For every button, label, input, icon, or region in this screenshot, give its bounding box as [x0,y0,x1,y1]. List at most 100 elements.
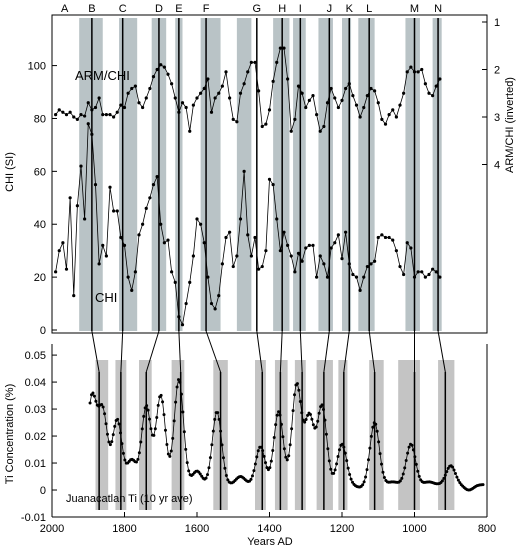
chi-point [141,222,145,226]
ti-point [181,410,185,414]
chi-point [304,246,308,250]
event-label-J: J [327,3,333,15]
ti-point [161,400,165,404]
ti-point [255,455,259,459]
arm-chi-point [315,113,319,117]
ti-point [275,413,279,417]
chi-point [412,275,417,279]
chi-point [311,243,315,247]
ti-point [361,483,365,487]
ti-point [271,448,275,452]
event-label-L: L [366,3,372,15]
arm-chi-point [68,110,72,114]
ti-point [219,429,223,433]
ti-point [317,411,321,415]
ti-point [348,472,352,476]
chi-point [228,230,232,234]
ti-point [326,447,330,451]
chi-point [376,235,380,240]
ti-point [401,472,405,476]
ti-point [103,412,107,416]
ti-point [306,413,310,417]
chi-point [122,243,127,247]
ti-point [404,459,408,463]
ti-point [278,413,282,417]
chi-point [137,233,141,237]
bottom-band-9 [338,360,348,510]
chi-point [162,241,166,245]
ti-point [371,425,375,429]
chi-point [115,209,119,213]
arm-chi-point [329,86,333,91]
ti-point [252,469,256,473]
arm-chi-point [267,108,272,112]
ti-point [362,480,366,484]
ti-point [314,425,318,429]
chi-series-label: CHI [95,290,117,305]
arm-chi-point [278,46,282,50]
chi-point [394,249,398,253]
ti-point [166,452,170,456]
chi-point [398,264,402,269]
arm-chi-point [184,105,188,110]
bottom-y-tick-label: -0.01 [21,512,46,524]
chi-point [217,294,221,298]
chi-point [391,238,395,242]
chi-point [253,235,257,240]
top-left-y-label: CHI (SI) [4,152,16,192]
arm-chi-point [199,91,203,95]
arm-chi-point [420,67,424,72]
arm-chi-point [180,101,185,105]
top-band-12 [432,18,442,331]
top-y-tick-label: 100 [28,61,46,73]
arm-chi-point [318,129,322,133]
arm-chi-point [177,110,181,114]
arm-chi-point [220,84,224,88]
arm-chi-point [304,105,308,110]
ti-point [216,411,220,415]
chi-point [206,275,210,279]
ti-point [153,427,157,431]
top-band-4 [200,18,221,331]
chi-point [333,241,337,245]
arm-chi-point [246,70,250,74]
chi-point [260,264,264,269]
ti-point [163,428,167,432]
ti-point [178,380,182,384]
chi-point [365,264,369,269]
connector-line-4 [205,330,222,373]
chi-point [101,243,105,247]
arm-chi-point [351,94,355,98]
arm-chi-point [387,113,391,117]
ti-point [337,448,341,452]
arm-chi-series-label: ARM/CHI [75,68,130,83]
ti-point [378,452,382,456]
ti-point [400,476,404,480]
ti-point [336,455,340,459]
ti-point [110,440,114,444]
arm-chi-point [365,94,369,98]
arm-chi-point [434,84,438,88]
arm-chi-point [162,65,166,69]
ti-point [414,462,418,466]
ti-point [179,392,183,396]
chi-point [293,270,297,274]
top-shaded-bands [79,18,442,331]
axes [51,14,488,518]
ti-point [333,468,337,472]
chi-point [224,235,228,240]
top-band-11 [405,18,420,331]
chi-point [72,294,76,298]
chi-point [199,222,203,226]
ti-point [262,454,266,458]
chi-point [344,230,348,234]
ti-point [137,451,141,455]
ti-point [249,477,253,481]
chi-point [119,235,123,240]
ti-point [290,427,294,431]
ti-point [287,454,291,458]
x-tick-label: 1600 [185,523,209,535]
ti-point [187,469,191,473]
arm-chi-point [122,105,127,110]
event-label-A: A [61,3,69,15]
